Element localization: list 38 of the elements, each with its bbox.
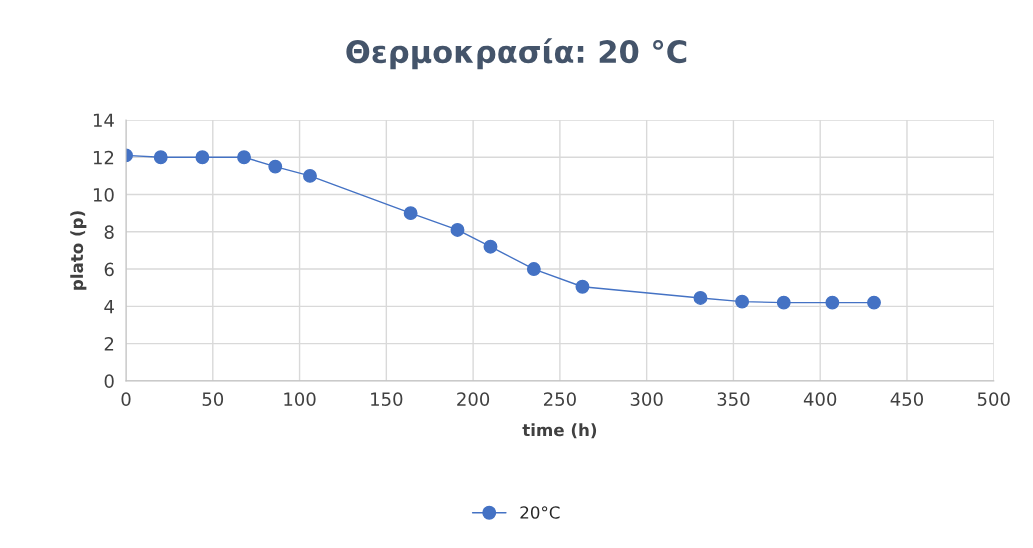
legend-label: 20°C <box>520 506 560 519</box>
y-axis-title: plato (p) <box>70 211 87 290</box>
x-tick-label: 350 <box>717 392 750 406</box>
point <box>303 168 317 183</box>
point <box>867 295 881 310</box>
x-tick-label: 250 <box>543 392 576 406</box>
y-tick-label: 2 <box>104 337 114 351</box>
point <box>776 295 791 310</box>
x-tick-label: 50 <box>202 392 224 406</box>
point <box>735 294 750 309</box>
point <box>483 239 498 254</box>
x-tick-label: 200 <box>457 392 490 406</box>
x-tick-label: 150 <box>371 392 403 406</box>
y-tick-label: 8 <box>104 225 114 239</box>
y-tick-label: 10 <box>93 188 114 202</box>
chart-title: Θερμοκρασία: 20 °C <box>346 38 687 70</box>
point <box>450 222 465 237</box>
x-tick-label: 300 <box>630 392 663 406</box>
x-tick-label: 0 <box>121 392 131 406</box>
y-tick-label: 0 <box>104 374 114 388</box>
point <box>575 279 590 294</box>
x-axis-title: time (h) <box>522 423 597 439</box>
point <box>195 150 210 165</box>
y-tick-label: 6 <box>104 262 114 277</box>
x-tick-label: 400 <box>803 392 837 406</box>
point <box>693 291 708 305</box>
point <box>526 262 541 277</box>
x-tick-label: 100 <box>284 392 316 406</box>
point <box>825 295 840 310</box>
y-tick-label: 4 <box>104 300 114 314</box>
x-tick-label: 450 <box>890 392 924 406</box>
point <box>237 150 251 165</box>
point <box>153 150 168 165</box>
y-tick-label: 14 <box>93 113 114 127</box>
point <box>268 159 283 174</box>
y-tick-label: 12 <box>93 150 114 165</box>
point <box>403 206 418 221</box>
x-tick-label: 500 <box>977 392 1010 406</box>
